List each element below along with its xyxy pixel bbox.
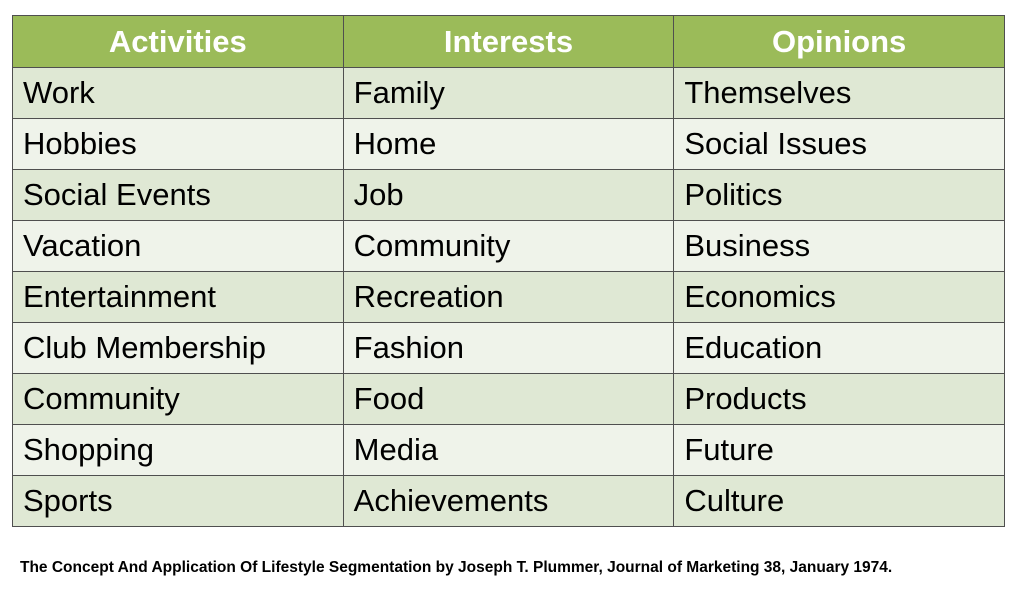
cell-opinion: Politics	[673, 169, 1005, 221]
cell-activity: Work	[12, 67, 344, 119]
cell-opinion: Culture	[673, 475, 1005, 527]
cell-interest: Family	[342, 67, 675, 119]
cell-interest: Job	[342, 169, 675, 221]
cell-activity: Shopping	[12, 424, 344, 476]
cell-interest: Food	[342, 373, 675, 425]
cell-opinion: Future	[673, 424, 1005, 476]
cell-interest: Achievements	[342, 475, 675, 527]
header-opinions: Opinions	[673, 15, 1005, 68]
aio-table: Activities Interests Opinions Work Famil…	[12, 15, 1005, 527]
cell-opinion: Themselves	[673, 67, 1005, 119]
cell-activity: Vacation	[12, 220, 344, 272]
table-row: Sports Achievements Culture	[12, 475, 1005, 527]
header-activities: Activities	[12, 15, 344, 68]
table-header-row: Activities Interests Opinions	[12, 15, 1005, 68]
cell-interest: Community	[342, 220, 675, 272]
table-row: Vacation Community Business	[12, 220, 1005, 272]
citation-text: The Concept And Application Of Lifestyle…	[20, 559, 893, 576]
cell-opinion: Economics	[673, 271, 1005, 323]
table-row: Shopping Media Future	[12, 424, 1005, 476]
table-row: Entertainment Recreation Economics	[12, 271, 1005, 323]
cell-opinion: Social Issues	[673, 118, 1005, 170]
cell-opinion: Education	[673, 322, 1005, 374]
cell-interest: Home	[342, 118, 675, 170]
cell-interest: Fashion	[342, 322, 675, 374]
table-row: Community Food Products	[12, 373, 1005, 425]
table-row: Hobbies Home Social Issues	[12, 118, 1005, 170]
cell-opinion: Business	[673, 220, 1005, 272]
cell-activity: Sports	[12, 475, 344, 527]
cell-activity: Hobbies	[12, 118, 344, 170]
cell-interest: Recreation	[342, 271, 675, 323]
cell-activity: Club Membership	[12, 322, 344, 374]
cell-activity: Entertainment	[12, 271, 344, 323]
table-row: Social Events Job Politics	[12, 169, 1005, 221]
table-row: Club Membership Fashion Education	[12, 322, 1005, 374]
cell-activity: Community	[12, 373, 344, 425]
header-interests: Interests	[342, 15, 675, 68]
table-row: Work Family Themselves	[12, 67, 1005, 119]
cell-interest: Media	[342, 424, 675, 476]
cell-activity: Social Events	[12, 169, 344, 221]
cell-opinion: Products	[673, 373, 1005, 425]
